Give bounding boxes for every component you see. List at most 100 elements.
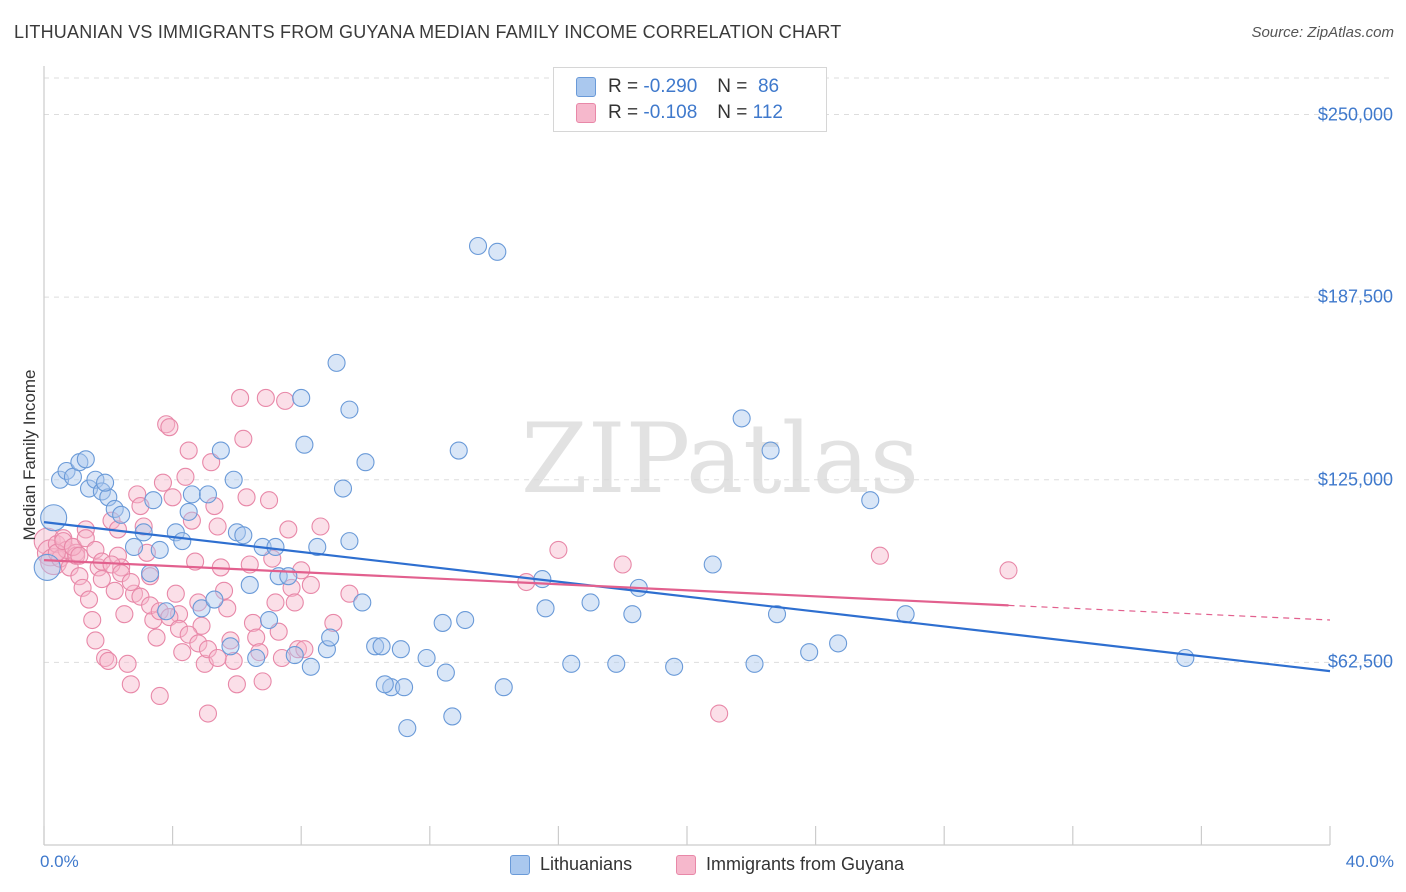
- data-point: [160, 418, 179, 437]
- data-point: [169, 619, 189, 638]
- data-point: [182, 485, 201, 504]
- y-axis-label: Median Family Income: [20, 369, 39, 541]
- data-point: [173, 643, 192, 662]
- data-point: [86, 540, 105, 559]
- data-point: [562, 654, 581, 673]
- legend-label: Lithuanians: [540, 854, 633, 874]
- data-point: [234, 429, 253, 448]
- trend-line-guyana: [43, 559, 1009, 607]
- data-point: [150, 602, 169, 621]
- data-point: [157, 415, 176, 434]
- r-label: R =: [608, 76, 639, 97]
- data-point: [247, 628, 266, 647]
- data-point: [861, 491, 880, 510]
- data-point: [295, 640, 314, 659]
- data-point: [282, 578, 301, 597]
- data-point: [710, 704, 729, 723]
- data-point: [436, 663, 455, 682]
- data-point: [70, 567, 89, 586]
- data-point: [118, 654, 137, 673]
- data-point: [301, 575, 320, 595]
- source-credit: Source: ZipAtlas.com: [1251, 24, 1394, 41]
- data-point: [266, 593, 285, 612]
- data-point: [285, 646, 304, 665]
- data-point: [70, 546, 89, 565]
- data-point: [456, 610, 475, 630]
- legend-swatch-pink: [576, 103, 596, 123]
- data-point: [494, 678, 513, 697]
- legend-row-lithuanians: R = -0.290 N = 86: [576, 76, 779, 98]
- legend-row-guyana: R = -0.108 N = 112: [576, 102, 783, 124]
- data-point: [292, 388, 311, 407]
- data-point: [208, 648, 227, 668]
- data-point: [1176, 648, 1195, 668]
- data-point: [353, 593, 372, 612]
- data-point: [398, 719, 417, 738]
- r-label: R =: [608, 102, 639, 123]
- data-point: [141, 564, 160, 583]
- data-point: [153, 473, 173, 492]
- data-point: [745, 654, 764, 673]
- data-point: [224, 651, 243, 670]
- data-point: [295, 435, 314, 454]
- data-point: [112, 505, 131, 524]
- data-point: [333, 479, 353, 498]
- legend-item-lithuanians: Lithuanians: [510, 854, 632, 875]
- data-point: [243, 613, 263, 632]
- data-point: [259, 610, 279, 630]
- data-point: [99, 488, 118, 507]
- data-point: [224, 470, 243, 489]
- data-point: [128, 485, 147, 504]
- data-point: [73, 578, 92, 597]
- data-point: [166, 584, 185, 603]
- data-point: [317, 640, 336, 659]
- data-point: [263, 549, 282, 568]
- data-point: [179, 441, 198, 460]
- data-point: [999, 561, 1018, 580]
- data-point: [211, 441, 230, 460]
- data-point: [896, 605, 915, 624]
- data-point: [147, 628, 166, 647]
- y-tick-label: $62,500: [1327, 651, 1393, 672]
- data-point: [205, 497, 224, 516]
- data-point: [288, 640, 308, 659]
- data-point: [205, 590, 224, 609]
- data-point: [607, 654, 626, 673]
- data-point: [829, 634, 848, 653]
- data-point: [192, 599, 211, 618]
- data-point: [449, 441, 468, 460]
- n-value: 86: [757, 76, 780, 97]
- data-point: [121, 675, 140, 694]
- axes: [43, 66, 1331, 846]
- trend-lines: [43, 521, 1331, 673]
- data-point: [96, 473, 115, 492]
- data-point: [356, 453, 375, 472]
- data-point: [150, 686, 169, 706]
- data-point: [33, 553, 61, 581]
- y-tick-label: $187,500: [1317, 286, 1393, 307]
- chart-title: LITHUANIAN VS IMMIGRANTS FROM GUYANA MED…: [14, 22, 842, 42]
- data-point: [227, 675, 246, 694]
- data-point: [340, 584, 359, 603]
- r-value: -0.108: [643, 102, 698, 123]
- data-point: [870, 546, 889, 565]
- data-point: [76, 450, 95, 469]
- data-point: [105, 581, 124, 600]
- data-point: [141, 596, 160, 615]
- data-point: [163, 488, 182, 507]
- legend-swatch-blue: [510, 854, 530, 875]
- data-point: [301, 657, 320, 676]
- trend-line-lithuanians: [43, 521, 1331, 673]
- data-point: [186, 552, 205, 571]
- data-point: [86, 631, 105, 650]
- data-point: [327, 353, 346, 372]
- data-point: [279, 520, 298, 539]
- data-point: [366, 637, 385, 656]
- data-point: [231, 388, 250, 407]
- data-point: [124, 537, 144, 557]
- data-point: [395, 678, 414, 697]
- data-point: [134, 517, 153, 536]
- data-point: [173, 532, 192, 551]
- data-point: [157, 602, 176, 621]
- data-point: [121, 572, 140, 592]
